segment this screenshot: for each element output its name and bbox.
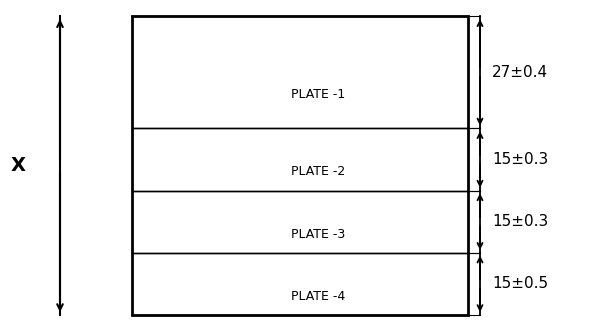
Bar (132, 16, 468, 128)
Text: X: X (11, 156, 25, 175)
Text: 27±0.4: 27±0.4 (492, 65, 548, 80)
Text: 15±0.3: 15±0.3 (492, 214, 548, 229)
Text: 15±0.3: 15±0.3 (492, 152, 548, 167)
Bar (132, 253, 468, 315)
Text: 15±0.5: 15±0.5 (492, 276, 548, 291)
Text: PLATE -1: PLATE -1 (291, 88, 345, 101)
Bar (132, 191, 468, 253)
Text: PLATE -3: PLATE -3 (291, 228, 345, 240)
Text: PLATE -4: PLATE -4 (291, 290, 345, 303)
Bar (132, 16, 468, 315)
Text: PLATE -2: PLATE -2 (291, 165, 345, 178)
Bar (132, 128, 468, 191)
